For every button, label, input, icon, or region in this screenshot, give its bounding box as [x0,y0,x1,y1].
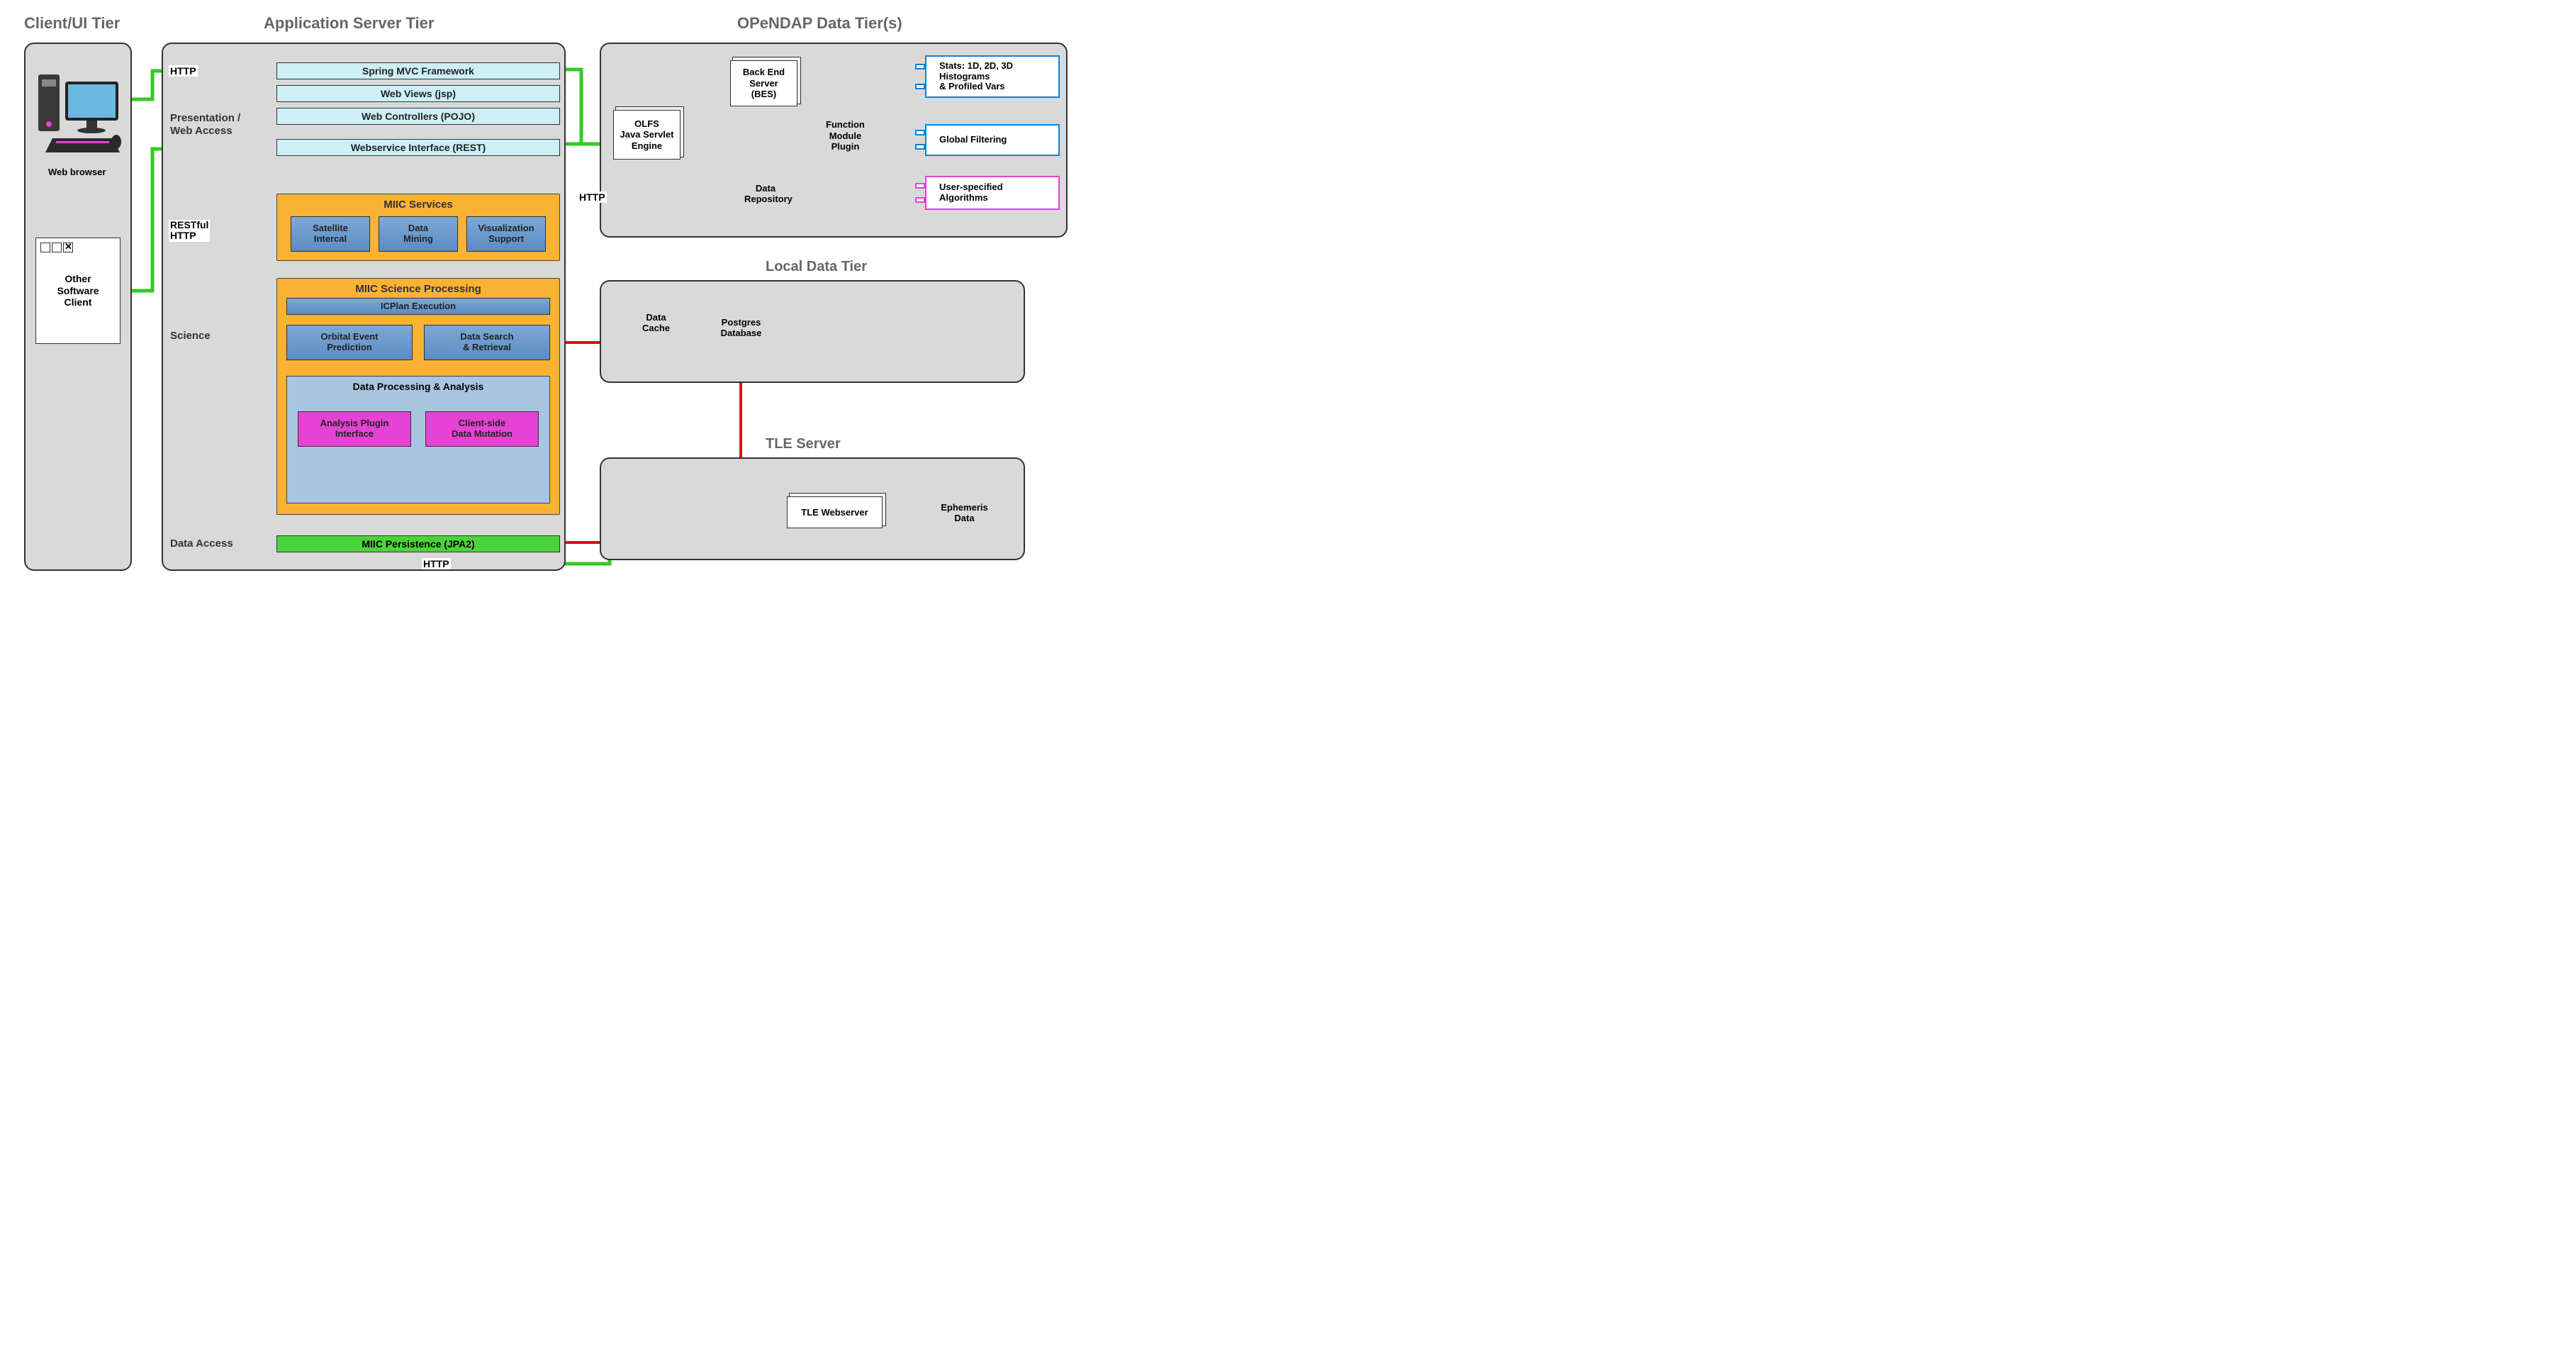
web-browser-icon [31,57,123,163]
box-data-mutation: Client-side Data Mutation [425,411,539,447]
box-bes: Back End Server (BES) [730,60,797,106]
bar-web-views: Web Views (jsp) [276,85,560,102]
label-presentation: Presentation / Web Access [170,112,240,138]
label-data-cache: Data Cache [637,312,676,333]
title-app-tier: Application Server Tier [264,14,434,33]
label-science: Science [170,330,211,343]
bar-webservice-rest: Webservice Interface (REST) [276,139,560,156]
edge-label-http3: HTTP [422,558,451,569]
box-tle-webserver: TLE Webserver [787,496,883,528]
title-opendap-tier: OPeNDAP Data Tier(s) [737,14,902,33]
box-analysis-plugin: Analysis Plugin Interface [298,411,411,447]
label-data-access: Data Access [170,538,233,550]
title-client-tier: Client/UI Tier [24,14,120,33]
box-icplan: ICPlan Execution [286,298,550,315]
edge-label-http1: HTTP [169,65,198,77]
plugin-stats: Stats: 1D, 2D, 3D Histograms & Profiled … [925,55,1060,98]
web-browser-label: Web browser [48,167,106,177]
bar-spring-mvc: Spring MVC Framework [276,62,560,79]
title-local-tier: Local Data Tier [766,259,867,275]
label-postgres: Postgres Database [718,317,764,338]
bar-persistence: MIIC Persistence (JPA2) [276,535,560,552]
box-olfs: OLFS Java Servlet Engine [613,110,681,160]
plugin-filter: Global Filtering [925,124,1060,156]
other-client-label: Other Software Client [57,273,99,308]
architecture-diagram: Client/UI Tier Application Server Tier O… [14,14,1077,581]
box-viz-support: Visualization Support [466,216,546,252]
dpa-title: Data Processing & Analysis [287,377,549,395]
label-function-module-plugin: Function Module Plugin [826,119,865,152]
label-data-repository: Data Repository [744,183,787,204]
science-processing-title: MIIC Science Processing [277,279,559,298]
plugin-user-algorithms: User-specified Algorithms [925,176,1060,210]
box-data-search: Data Search & Retrieval [424,325,550,360]
edge-label-restful: RESTful HTTP [169,220,210,242]
title-tle-server: TLE Server [766,436,841,452]
miic-services-title: MIIC Services [277,194,559,213]
edge-label-http2: HTTP [578,191,607,203]
other-client-box: ✕ Other Software Client [35,238,121,344]
box-orbital-event: Orbital Event Prediction [286,325,413,360]
box-data-mining: Data Mining [379,216,458,252]
box-satellite-intercal: Satellite Intercal [291,216,370,252]
bar-web-controllers: Web Controllers (POJO) [276,108,560,125]
label-ephemeris: Ephemeris Data [938,502,991,523]
